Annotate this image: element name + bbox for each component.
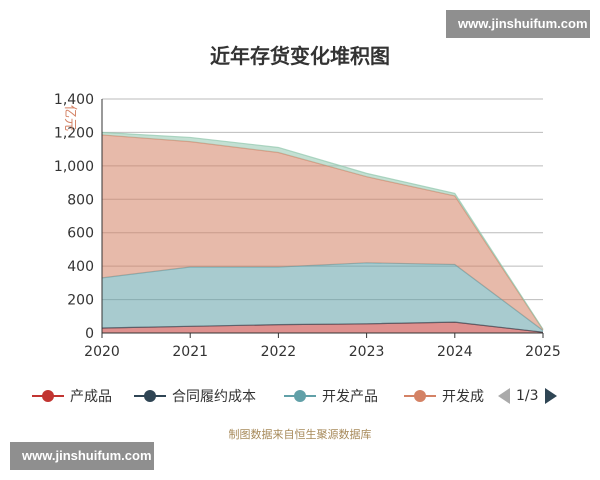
watermark-bottom: www.jinshuifum.com xyxy=(10,442,154,470)
legend-label-2: 合同履约成本 xyxy=(172,389,256,405)
legend-item-2[interactable]: 合同履约成本 xyxy=(134,384,256,408)
legend-label-3: 开发产品 xyxy=(322,389,378,405)
y-tick-label-600: 600 xyxy=(67,226,94,242)
source-note: 制图数据来自恒生聚源数据库 xyxy=(228,428,372,441)
legend-item-1[interactable]: 产成品 xyxy=(32,384,112,408)
y-tick-label-1000: 1,000 xyxy=(54,159,94,175)
area-series-3 xyxy=(102,262,543,333)
y-tick-label-1400: 1,400 xyxy=(54,92,94,108)
x-tick-label-2023: 2023 xyxy=(349,344,385,360)
legend-item-3[interactable]: 开发产品 xyxy=(284,384,378,408)
x-tick-label-2024: 2024 xyxy=(437,344,473,360)
y-tick-label-1200: 1,200 xyxy=(54,125,94,141)
legend-pager: 1/3 xyxy=(498,384,557,408)
y-tick-label-800: 800 xyxy=(67,192,94,208)
y-tick-label-0: 0 xyxy=(85,326,94,342)
area-series-1 xyxy=(102,322,543,333)
y-tick-label-200: 200 xyxy=(67,293,94,309)
x-tick-label-2020: 2020 xyxy=(84,344,120,360)
chart-title: 近年存货变化堆积图 xyxy=(210,44,390,68)
legend-marker-1 xyxy=(32,390,64,402)
legend-prev-button[interactable] xyxy=(498,388,510,404)
x-tick-label-2025: 2025 xyxy=(525,344,561,360)
x-tick-label-2021: 2021 xyxy=(172,344,208,360)
x-tick-label-2022: 2022 xyxy=(261,344,297,360)
watermark-top: www.jinshuifum.com xyxy=(446,10,590,38)
area-series-4 xyxy=(102,134,543,331)
legend-item-4[interactable]: 开发成 xyxy=(404,384,484,408)
legend-next-button[interactable] xyxy=(544,388,557,404)
line-series-5 xyxy=(101,131,544,330)
y-axis-label: 亿元 xyxy=(62,105,77,131)
y-tick-label-400: 400 xyxy=(67,259,94,275)
legend-marker-4 xyxy=(404,390,436,402)
legend-page-indicator: 1/3 xyxy=(516,388,539,404)
legend-label-4: 开发成 xyxy=(442,389,484,405)
legend-label-1: 产成品 xyxy=(70,389,112,405)
legend-marker-2 xyxy=(134,390,166,402)
legend-marker-3 xyxy=(284,390,316,402)
